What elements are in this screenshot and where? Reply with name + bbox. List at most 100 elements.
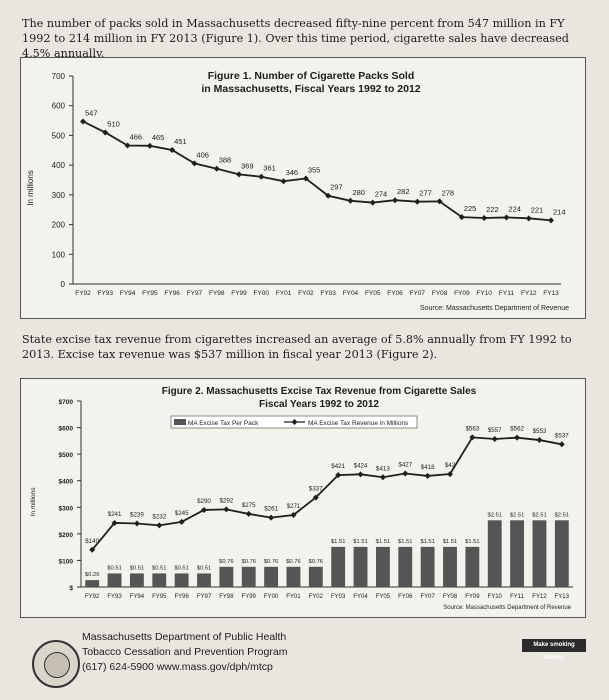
figure-2-revenue-label: $424: [354, 462, 368, 469]
figure-2-x-tick-label: FY96: [174, 594, 189, 600]
figure-2-bar-label: $0.51: [130, 565, 145, 571]
footer-line-3: (617) 624-5900 www.mass.gov/dph/mtcp: [82, 661, 273, 673]
figure-2-bar-label: $2.51: [532, 512, 547, 518]
figure-1-data-label: 369: [241, 161, 254, 170]
legend-bar-swatch: [174, 419, 186, 425]
figure-2-revenue-label: $239: [130, 511, 144, 518]
figure-2-bar: [85, 580, 100, 587]
figure-1-y-tick-label: 500: [52, 131, 66, 140]
figure-2-x-tick-label: FY01: [286, 594, 301, 600]
figure-1-x-tick-label: FY10: [476, 290, 492, 297]
figure-2-revenue-point: [312, 494, 319, 501]
figure-2-bar: [420, 546, 435, 587]
figure-2-bar: [510, 520, 525, 587]
figure-1-chart: Figure 1. Number of Cigarette Packs Sold…: [26, 70, 569, 312]
figure-1-point: [392, 197, 398, 204]
figure-2-x-tick-label: FY03: [331, 594, 346, 600]
figure-2-y-tick-label: $400: [59, 479, 74, 486]
figure-2-x-tick-label: FY92: [85, 594, 100, 600]
figure-2-revenue-point: [156, 522, 163, 529]
figure-2-bar-label: $1.51: [443, 539, 458, 545]
figure-1-point: [169, 146, 176, 153]
figure-2-x-tick-label: FY02: [309, 594, 324, 600]
figure-2-revenue-point: [469, 434, 476, 441]
figure-2-bar: [353, 546, 368, 587]
figure-1-data-label: 451: [174, 137, 187, 146]
figure-2-bar-label: $1.51: [376, 539, 391, 545]
figure-1-y-tick-label: 400: [52, 161, 66, 170]
figure-2-revenue-label: $232: [152, 513, 166, 520]
figure-2-bar: [107, 573, 122, 587]
figure-2-x-tick-label: FY99: [242, 594, 257, 600]
figure-1-data-label: 297: [330, 183, 343, 192]
figure-2-x-tick-label: FY98: [219, 594, 234, 600]
figure-1-x-tick-label: FY11: [499, 290, 514, 297]
figure-2-bar-label: $0.76: [309, 559, 324, 565]
figure-2-revenue-line: [91, 436, 562, 551]
figure-1-point: [302, 175, 309, 182]
figure-2-bar: [308, 566, 323, 587]
figure-2-revenue-point: [223, 506, 230, 513]
figure-2-bar-label: $2.51: [510, 512, 525, 518]
figure-2-bar: [264, 566, 279, 587]
figure-1-point: [258, 173, 265, 180]
figure-2-bar: [465, 546, 480, 587]
figure-2-title-line1: Figure 2. Massachusetts Excise Tax Reven…: [162, 386, 477, 397]
figure-2-bar-label: $0.76: [241, 559, 256, 565]
figure-2-revenue-label: $553: [533, 428, 547, 435]
figure-1-data-label: 355: [308, 166, 321, 175]
figure-2-revenue-point: [178, 518, 185, 525]
figure-1-data-label: 547: [85, 108, 98, 117]
figure-2-revenue-point: [201, 506, 207, 513]
make-smoking-history-badge: Make smoking history.: [522, 639, 586, 661]
figure-1-point: [548, 217, 554, 224]
figure-2-bar: [554, 520, 569, 587]
figure-2-y-tick-label: $100: [59, 558, 74, 565]
figure-2-bar-label: $1.51: [398, 539, 413, 545]
figure-2-ylabel: In millions: [30, 487, 37, 517]
figure-1-point: [525, 215, 532, 222]
figure-2-panel: Figure 2. Massachusetts Excise Tax Reven…: [20, 378, 586, 618]
figure-2-y-tick-label: $: [69, 585, 73, 592]
figure-1-x-tick-label: FY96: [164, 290, 180, 297]
figure-1-x-tick-label: FY04: [343, 290, 359, 297]
figure-2-chart: Figure 2. Massachusetts Excise Tax Reven…: [30, 386, 573, 611]
figure-2-source: Source: Massachusetts Department of Reve…: [443, 605, 571, 611]
figure-2-revenue-label: $337: [309, 485, 323, 492]
mid-paragraph: State excise tax revenue from cigarettes…: [22, 333, 572, 361]
figure-2-x-tick-label: FY10: [488, 594, 503, 600]
figure-2-x-tick-label: FY94: [130, 594, 145, 600]
figure-1-x-tick-label: FY99: [231, 290, 247, 297]
figure-2-bar-label: $1.51: [420, 539, 435, 545]
figure-1-x-tick-label: FY12: [521, 290, 537, 297]
figure-1-y-tick-label: 100: [52, 250, 66, 259]
figure-2-revenue-point: [379, 474, 386, 481]
figure-2-bar-label: $1.51: [331, 539, 346, 545]
figure-2-bar: [532, 520, 547, 587]
figure-1-x-tick-label: FY93: [98, 290, 114, 297]
figure-1-data-label: 277: [419, 189, 432, 198]
figure-1-title-line1: Figure 1. Number of Cigarette Packs Sold: [208, 70, 415, 82]
footer-line-2: Tobacco Cessation and Prevention Program: [82, 646, 288, 658]
figure-2-x-tick-label: FY13: [555, 594, 570, 600]
intro-paragraph: The number of packs sold in Massachusett…: [22, 17, 569, 60]
figure-2-revenue-label: $42: [445, 462, 456, 469]
figure-1-x-tick-label: FY98: [209, 290, 225, 297]
figure-2-revenue-point: [245, 510, 252, 517]
figure-2-x-tick-label: FY12: [532, 594, 547, 600]
figure-1-point: [80, 118, 86, 125]
figure-1-x-tick-label: FY02: [298, 290, 314, 297]
figure-1-series-line: [82, 120, 552, 222]
figure-1-ylabel: In millions: [26, 170, 35, 206]
legend-line-label: MA Excise Tax Revenue in Millions: [308, 420, 409, 427]
figure-2-bar: [398, 546, 413, 587]
footer-line-1: Massachusetts Department of Public Healt…: [82, 631, 287, 643]
figure-1-point: [414, 198, 421, 205]
figure-2-revenue-point: [290, 511, 297, 518]
figure-1-point: [213, 165, 220, 172]
figure-2-bar: [219, 566, 234, 587]
figure-2-revenue-label: $241: [108, 511, 122, 518]
figure-2-revenue-point: [558, 441, 565, 448]
figure-2-bar-label: $1.51: [353, 539, 368, 545]
figure-1-panel: Figure 1. Number of Cigarette Packs Sold…: [20, 57, 586, 319]
